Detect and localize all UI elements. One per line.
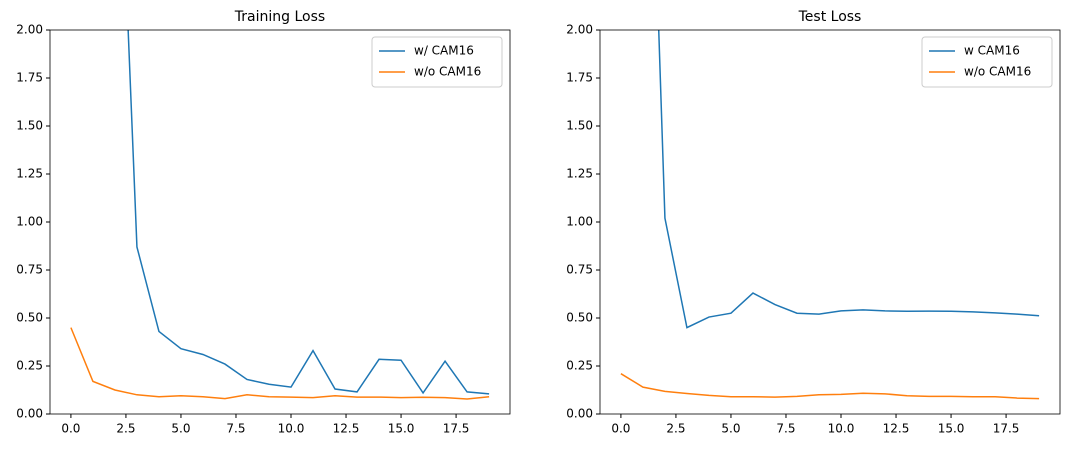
x-tick-label: 7.5 bbox=[776, 422, 795, 436]
chart-title: Test Loss bbox=[798, 9, 862, 25]
chart-title: Training Loss bbox=[234, 9, 325, 25]
x-tick-label: 2.5 bbox=[666, 422, 685, 436]
line bbox=[127, 30, 490, 395]
y-tick-label: 2.00 bbox=[16, 23, 43, 37]
y-tick-label: 0.25 bbox=[16, 359, 43, 373]
x-tick-label: 17.5 bbox=[443, 422, 470, 436]
legend-label: w/o CAM16 bbox=[964, 65, 1031, 79]
x-tick-label: 0.0 bbox=[611, 422, 630, 436]
y-tick-label: 2.00 bbox=[566, 23, 593, 37]
x-tick-label: 7.5 bbox=[226, 422, 245, 436]
y-tick-label: 0.50 bbox=[566, 311, 593, 325]
legend-label: w/ CAM16 bbox=[414, 44, 474, 58]
y-tick-label: 0.25 bbox=[566, 359, 593, 373]
y-tick-label: 0.75 bbox=[566, 263, 593, 277]
legend-box bbox=[371, 36, 503, 88]
x-tick-label: 5.0 bbox=[721, 422, 740, 436]
plot-area bbox=[70, 30, 490, 400]
legend-box bbox=[921, 36, 1053, 88]
y-tick-label: 0.00 bbox=[16, 407, 43, 421]
legend-label: w/o CAM16 bbox=[414, 65, 481, 79]
x-tick-label: 10.0 bbox=[278, 422, 305, 436]
x-tick-label: 15.0 bbox=[938, 422, 965, 436]
x-tick-label: 10.0 bbox=[828, 422, 855, 436]
y-tick-label: 1.75 bbox=[566, 71, 593, 85]
plot-area bbox=[620, 30, 1040, 400]
y-tick-label: 1.25 bbox=[16, 167, 43, 181]
y-tick-label: 1.00 bbox=[16, 215, 43, 229]
x-tick-label: 0.0 bbox=[61, 422, 80, 436]
y-tick-label: 1.00 bbox=[566, 215, 593, 229]
y-tick-label: 0.00 bbox=[566, 407, 593, 421]
y-tick-label: 1.25 bbox=[566, 167, 593, 181]
y-tick-label: 1.50 bbox=[16, 119, 43, 133]
x-tick-label: 12.5 bbox=[333, 422, 360, 436]
line bbox=[70, 327, 490, 400]
legend-label: w CAM16 bbox=[964, 44, 1020, 58]
line bbox=[657, 30, 1040, 329]
x-tick-label: 17.5 bbox=[993, 422, 1020, 436]
x-tick-label: 2.5 bbox=[116, 422, 135, 436]
y-tick-label: 0.50 bbox=[16, 311, 43, 325]
line bbox=[620, 373, 1040, 400]
y-tick-label: 1.50 bbox=[566, 119, 593, 133]
axes-frame bbox=[599, 29, 1061, 415]
x-tick-label: 5.0 bbox=[171, 422, 190, 436]
x-tick-label: 15.0 bbox=[388, 422, 415, 436]
y-tick-label: 0.75 bbox=[16, 263, 43, 277]
x-tick-label: 12.5 bbox=[883, 422, 910, 436]
y-tick-label: 1.75 bbox=[16, 71, 43, 85]
axes-frame bbox=[49, 29, 511, 415]
